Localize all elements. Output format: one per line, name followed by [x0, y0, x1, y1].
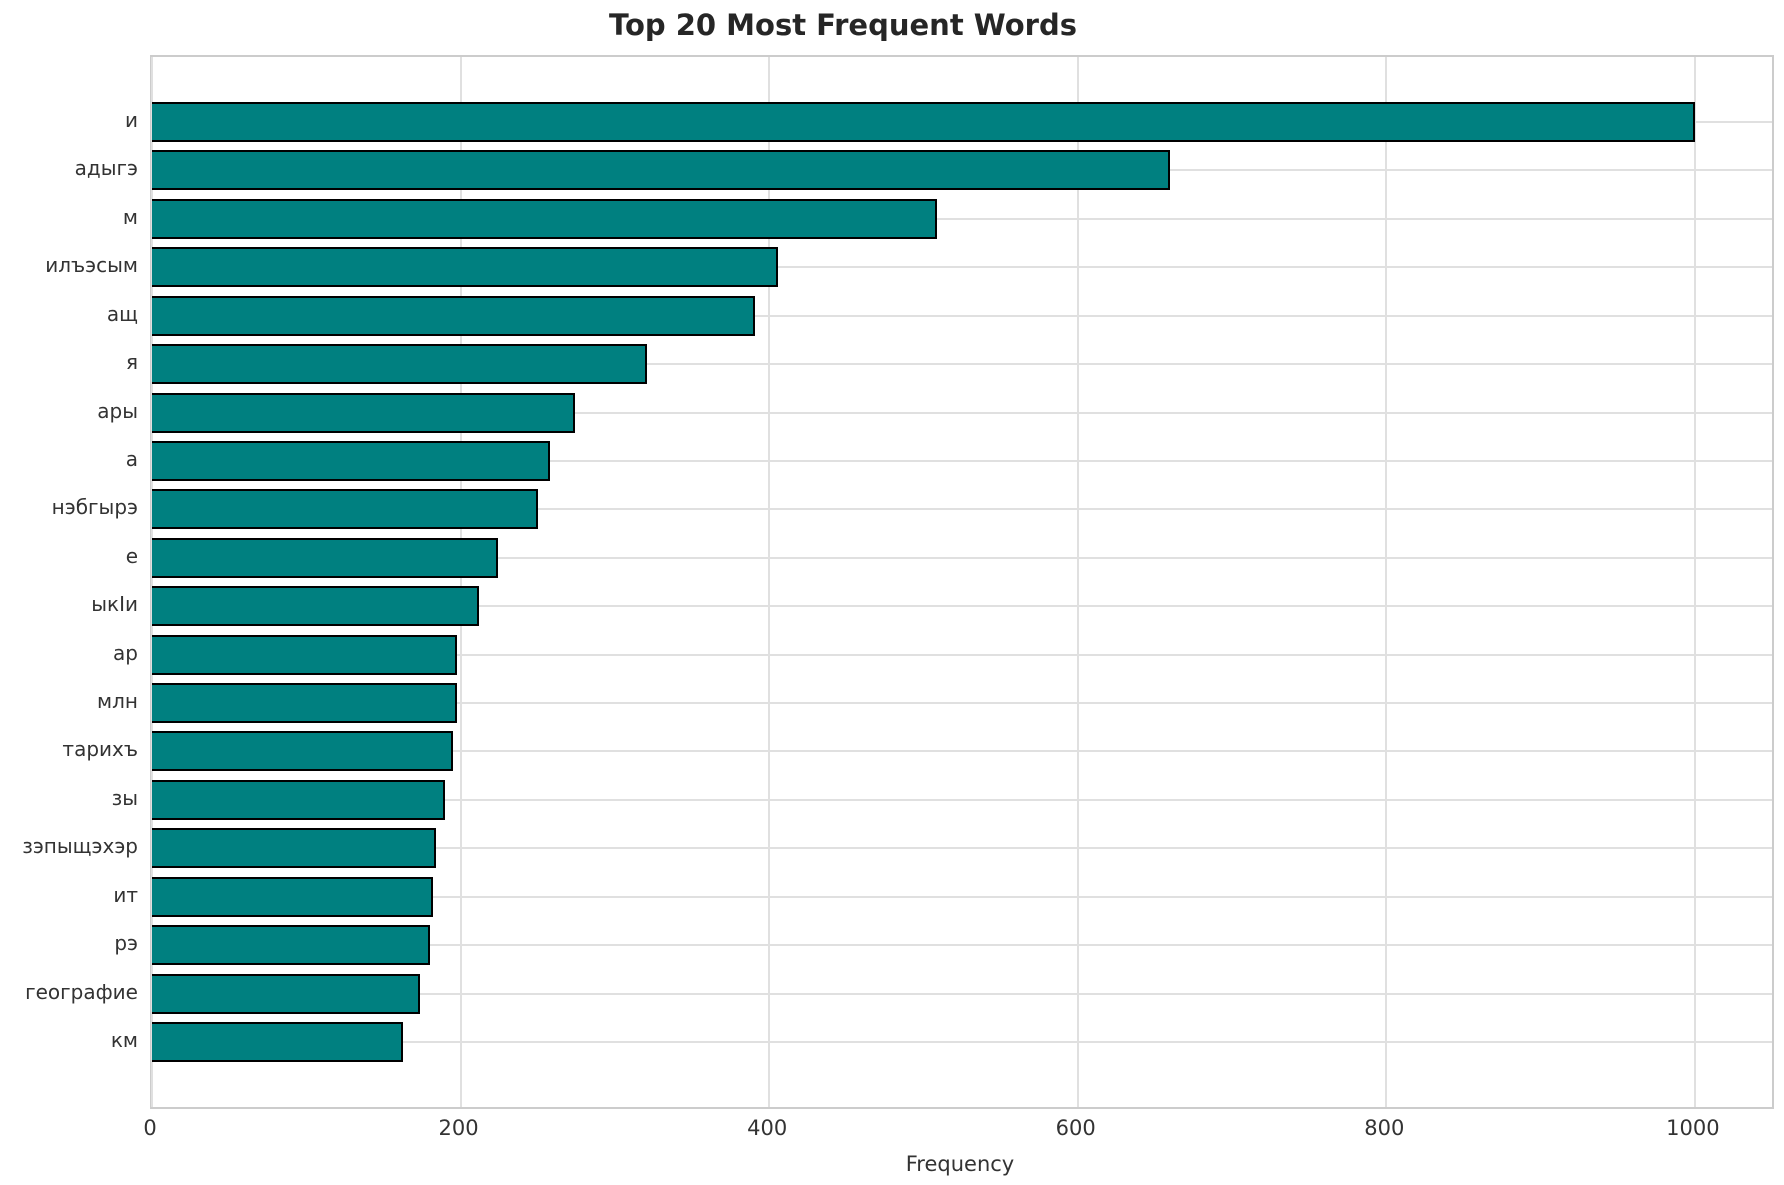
bar — [152, 876, 433, 917]
h-gridline — [152, 605, 1772, 608]
y-tick-label: и — [125, 108, 138, 132]
bar — [152, 634, 458, 675]
x-axis-label: Frequency — [905, 1152, 1015, 1176]
x-tick-label: 600 — [1055, 1116, 1096, 1140]
bar — [152, 247, 779, 288]
y-tick-label: ит — [113, 882, 138, 907]
y-tick-label: м — [122, 204, 138, 229]
y-tick-label: км — [110, 1028, 138, 1052]
v-gridline — [1076, 57, 1079, 1107]
y-tick-label: я — [125, 350, 138, 375]
y-tick-label: адыгэ — [74, 156, 138, 181]
plot-area — [150, 55, 1774, 1109]
y-tick-label: млн — [97, 689, 138, 714]
v-gridline — [768, 57, 771, 1107]
bar — [152, 102, 1695, 142]
bar — [152, 392, 575, 433]
y-tick-label: тарихъ — [62, 737, 138, 762]
y-tick-label: географие — [25, 979, 138, 1004]
h-gridline — [152, 798, 1772, 801]
h-gridline — [152, 750, 1772, 753]
x-tick-label: 0 — [143, 1116, 157, 1140]
h-gridline — [152, 314, 1772, 317]
h-gridline — [152, 944, 1772, 947]
h-gridline — [152, 266, 1772, 269]
h-gridline — [152, 459, 1772, 462]
v-gridline — [1693, 57, 1696, 1107]
bar — [152, 344, 648, 385]
x-tick-label: 200 — [438, 1116, 479, 1140]
bar — [152, 731, 453, 772]
y-tick-label: зэпыщэхэр — [22, 834, 138, 859]
y-tick-label: ар — [113, 640, 138, 665]
y-tick-label: ащ — [106, 301, 138, 326]
chart-title: Top 20 Most Frequent Words — [609, 8, 1077, 42]
x-tick-label: 400 — [747, 1116, 788, 1140]
y-tick-label: е — [125, 543, 138, 568]
bar — [152, 586, 480, 627]
h-gridline — [152, 847, 1772, 850]
h-gridline — [152, 992, 1772, 995]
h-gridline — [152, 653, 1772, 656]
y-tick-label: рэ — [114, 931, 138, 956]
h-gridline — [152, 702, 1772, 705]
h-gridline — [152, 1041, 1772, 1043]
y-tick-label: ыкIи — [91, 592, 138, 617]
bar — [152, 683, 458, 724]
y-tick-label: ары — [97, 398, 138, 423]
v-gridline — [151, 57, 153, 1107]
y-tick-label: илъэсым — [45, 253, 138, 278]
h-gridline — [152, 556, 1772, 559]
y-tick-label: а — [125, 446, 138, 471]
h-gridline — [152, 895, 1772, 898]
bar — [152, 537, 498, 578]
h-gridline — [152, 508, 1772, 511]
h-gridline — [152, 363, 1772, 366]
h-gridline — [152, 411, 1772, 414]
bar — [152, 925, 430, 966]
x-tick-label: 1000 — [1666, 1116, 1720, 1140]
h-gridline — [152, 217, 1772, 220]
y-tick-label: нэбгырэ — [51, 495, 138, 520]
bar — [152, 295, 756, 336]
bar — [152, 973, 421, 1014]
x-tick-label: 800 — [1364, 1116, 1405, 1140]
bar — [152, 198, 938, 239]
y-tick-label: зы — [111, 785, 138, 810]
bar — [152, 440, 551, 481]
bar — [152, 828, 436, 869]
v-gridline — [459, 57, 462, 1107]
bar — [152, 150, 1171, 191]
v-gridline — [1385, 57, 1388, 1107]
bar — [152, 779, 446, 820]
bar — [152, 489, 538, 530]
bar — [152, 1022, 404, 1062]
